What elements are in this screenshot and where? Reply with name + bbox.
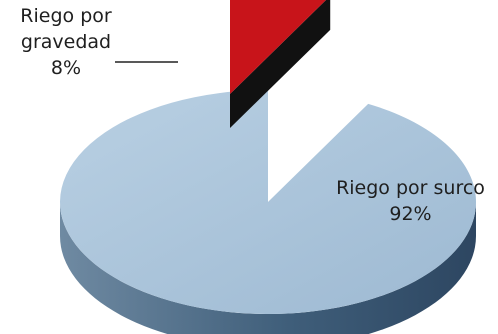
slice-label-gravedad: Riego por gravedad 8% bbox=[2, 3, 130, 81]
slice-label-gravedad-line1: Riego por bbox=[20, 5, 112, 27]
slice-percent-gravedad: 8% bbox=[50, 57, 82, 79]
slice-percent-surco: 92% bbox=[389, 203, 432, 225]
slice-wall-end-gravedad bbox=[230, 0, 331, 128]
pie-slice-gravedad bbox=[230, 0, 326, 94]
slice-label-surco: Riego por surco 92% bbox=[323, 175, 498, 227]
slice-label-surco-line1: Riego por surco bbox=[336, 177, 485, 199]
pie-slice-surco bbox=[59, 90, 477, 314]
slice-label-gravedad-line2: gravedad bbox=[20, 31, 112, 53]
slice-rim-surco bbox=[60, 202, 476, 334]
